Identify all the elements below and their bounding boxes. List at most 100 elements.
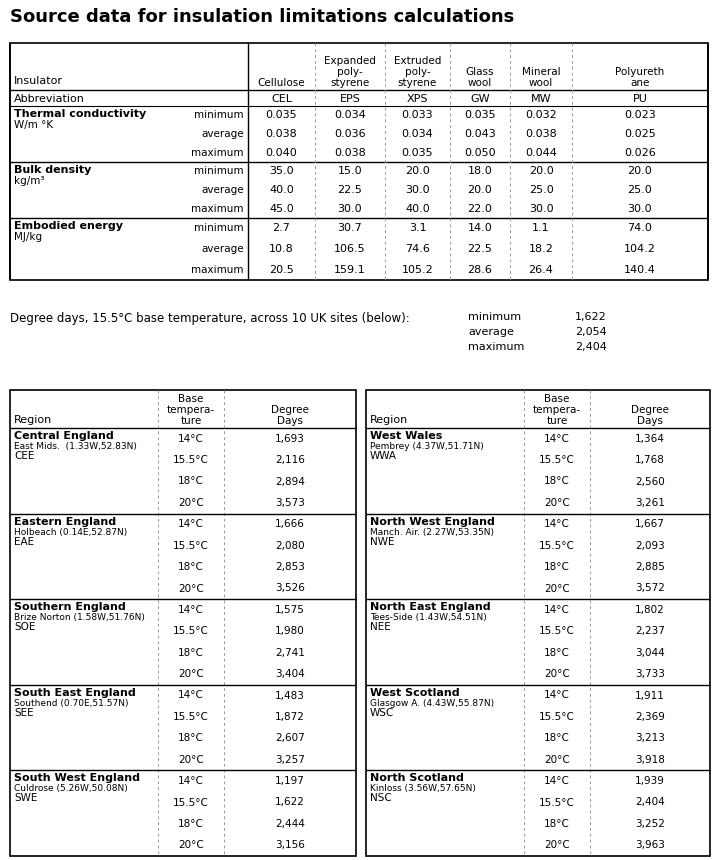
Text: average: average xyxy=(202,129,244,139)
Text: 14.0: 14.0 xyxy=(467,224,492,233)
Text: 22.0: 22.0 xyxy=(467,204,492,213)
Text: 15.5°C: 15.5°C xyxy=(539,626,575,636)
Text: Holbeach (0.14E,52.87N): Holbeach (0.14E,52.87N) xyxy=(14,527,127,537)
Text: 25.0: 25.0 xyxy=(628,185,652,195)
Text: maximum: maximum xyxy=(192,148,244,157)
Text: Brize Norton (1.58W,51.76N): Brize Norton (1.58W,51.76N) xyxy=(14,613,145,622)
Text: minimum: minimum xyxy=(194,110,244,120)
Text: CEL: CEL xyxy=(271,94,292,104)
Text: 26.4: 26.4 xyxy=(528,265,554,274)
Text: 1,802: 1,802 xyxy=(635,605,665,615)
Text: 20°C: 20°C xyxy=(544,840,570,851)
Text: 20°C: 20°C xyxy=(544,755,570,765)
Text: 3,918: 3,918 xyxy=(635,755,665,765)
Text: SOE: SOE xyxy=(14,622,35,632)
Text: 3,526: 3,526 xyxy=(275,583,305,593)
Text: Eastern England: Eastern England xyxy=(14,517,116,526)
Text: Tees-Side (1.43W,54.51N): Tees-Side (1.43W,54.51N) xyxy=(370,613,487,622)
Text: 0.040: 0.040 xyxy=(266,148,297,157)
Text: 0.035: 0.035 xyxy=(464,110,496,120)
Text: NWE: NWE xyxy=(370,537,395,547)
Text: 3,213: 3,213 xyxy=(635,734,665,743)
Text: Region: Region xyxy=(370,415,408,425)
Text: East Mids.  (1.33W,52.83N): East Mids. (1.33W,52.83N) xyxy=(14,442,137,451)
Text: 18°C: 18°C xyxy=(544,562,570,572)
Text: 45.0: 45.0 xyxy=(269,204,294,213)
Text: 2,607: 2,607 xyxy=(275,734,305,743)
Text: 3,572: 3,572 xyxy=(635,583,665,593)
Text: 18°C: 18°C xyxy=(544,819,570,829)
Text: CEE: CEE xyxy=(14,451,35,461)
Text: Embodied energy: Embodied energy xyxy=(14,221,123,231)
Text: 2,741: 2,741 xyxy=(275,648,305,658)
Text: Culdrose (5.26W,50.08N): Culdrose (5.26W,50.08N) xyxy=(14,784,127,794)
Text: minimum: minimum xyxy=(194,224,244,233)
Text: North Scotland: North Scotland xyxy=(370,773,464,783)
Text: WWA: WWA xyxy=(370,451,397,461)
Text: kg/m³: kg/m³ xyxy=(14,176,45,186)
Text: Pembrey (4.37W,51.71N): Pembrey (4.37W,51.71N) xyxy=(370,442,484,451)
Text: 15.5°C: 15.5°C xyxy=(539,455,575,465)
Text: 0.033: 0.033 xyxy=(402,110,433,120)
Text: 3.1: 3.1 xyxy=(409,224,426,233)
Text: North West England: North West England xyxy=(370,517,495,526)
Text: 30.0: 30.0 xyxy=(628,204,652,213)
Text: 30.0: 30.0 xyxy=(405,185,430,195)
Text: 20°C: 20°C xyxy=(178,498,204,508)
Text: 1,622: 1,622 xyxy=(275,797,305,808)
Text: North East England: North East England xyxy=(370,602,490,612)
Text: 2,093: 2,093 xyxy=(635,541,665,550)
Text: South East England: South East England xyxy=(14,688,136,697)
Text: 28.6: 28.6 xyxy=(467,265,492,274)
Text: 20°C: 20°C xyxy=(178,583,204,593)
Text: 0.032: 0.032 xyxy=(525,110,557,120)
Text: Degree days, 15.5°C base temperature, across 10 UK sites (below):: Degree days, 15.5°C base temperature, ac… xyxy=(10,312,410,325)
Text: EPS: EPS xyxy=(340,94,361,104)
Text: XPS: XPS xyxy=(407,94,428,104)
Text: Glasgow A. (4.43W,55.87N): Glasgow A. (4.43W,55.87N) xyxy=(370,699,494,708)
Text: 18°C: 18°C xyxy=(178,819,204,829)
Bar xyxy=(10,43,708,280)
Text: Polyureth
ane: Polyureth ane xyxy=(616,67,665,88)
Text: 14°C: 14°C xyxy=(178,433,204,444)
Text: 74.0: 74.0 xyxy=(628,224,652,233)
Text: 1,575: 1,575 xyxy=(275,605,305,615)
Text: 15.5°C: 15.5°C xyxy=(173,541,209,550)
Text: GW: GW xyxy=(470,94,490,104)
Text: minimum: minimum xyxy=(468,312,521,322)
Text: 20°C: 20°C xyxy=(178,840,204,851)
Text: 18°C: 18°C xyxy=(544,476,570,487)
Text: maximum: maximum xyxy=(468,342,524,352)
Text: 15.0: 15.0 xyxy=(338,166,362,176)
Text: 0.050: 0.050 xyxy=(464,148,496,157)
Text: SWE: SWE xyxy=(14,794,37,803)
Text: 20.0: 20.0 xyxy=(528,166,554,176)
Text: 2,237: 2,237 xyxy=(635,626,665,636)
Text: 0.034: 0.034 xyxy=(402,129,433,139)
Text: 1,872: 1,872 xyxy=(275,712,305,722)
Text: 3,733: 3,733 xyxy=(635,669,665,679)
Text: 2,853: 2,853 xyxy=(275,562,305,572)
Text: maximum: maximum xyxy=(192,204,244,213)
Text: 15.5°C: 15.5°C xyxy=(539,541,575,550)
Text: 30.0: 30.0 xyxy=(528,204,553,213)
Text: 14°C: 14°C xyxy=(178,519,204,529)
Text: 14°C: 14°C xyxy=(178,691,204,701)
Text: 30.0: 30.0 xyxy=(338,204,362,213)
Text: NEE: NEE xyxy=(370,622,391,632)
Text: Southern England: Southern England xyxy=(14,602,126,612)
Text: 30.7: 30.7 xyxy=(338,224,362,233)
Text: 20°C: 20°C xyxy=(544,583,570,593)
Text: 2,116: 2,116 xyxy=(275,455,305,465)
Text: average: average xyxy=(202,244,244,254)
Text: 1,768: 1,768 xyxy=(635,455,665,465)
Text: Source data for insulation limitations calculations: Source data for insulation limitations c… xyxy=(10,8,514,26)
Text: 2,404: 2,404 xyxy=(575,342,607,352)
Text: 18°C: 18°C xyxy=(178,734,204,743)
Text: 1,667: 1,667 xyxy=(635,519,665,529)
Text: Manch. Air. (2.27W,53.35N): Manch. Air. (2.27W,53.35N) xyxy=(370,527,494,537)
Text: 0.034: 0.034 xyxy=(334,110,366,120)
Text: 20°C: 20°C xyxy=(544,498,570,508)
Text: Base
tempera-
ture: Base tempera- ture xyxy=(167,394,215,426)
Text: 14°C: 14°C xyxy=(178,605,204,615)
